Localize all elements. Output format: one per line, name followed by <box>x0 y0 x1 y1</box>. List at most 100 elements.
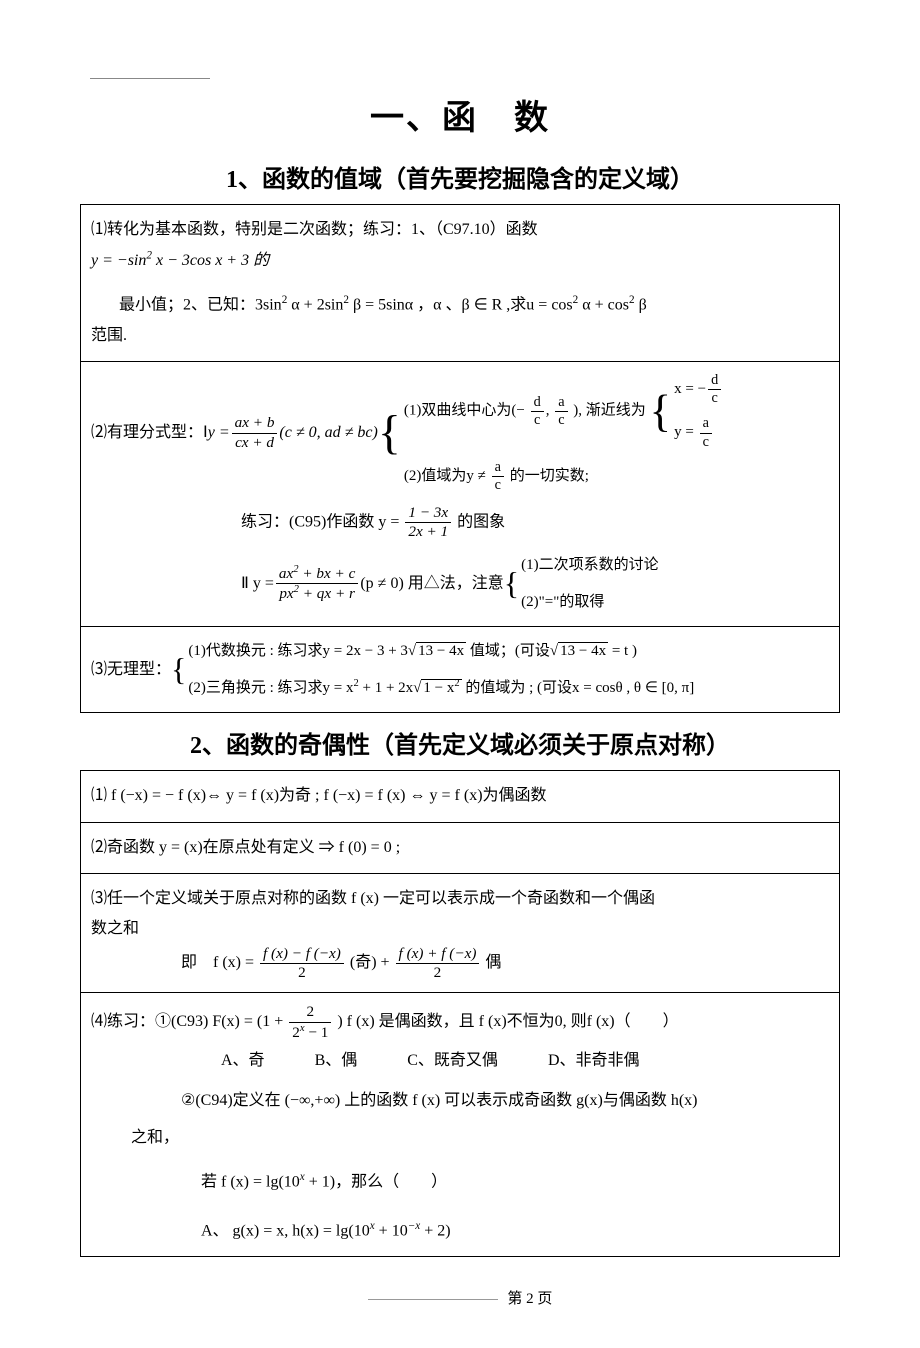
sqrt: 1 − x <box>423 680 454 696</box>
s1-row1: ⑴转化为基本函数，特别是二次函数；练习：1、（C97.10）函数 y = −si… <box>81 205 840 362</box>
d: 2x + 1 <box>405 523 451 541</box>
n: d <box>708 372 721 390</box>
txt: ⑶任一个定义域关于原点对称的函数 f (x) 一定可以表示成一个奇函数和一个偶函 <box>91 890 655 907</box>
n: 1 − 3x <box>405 504 451 523</box>
s1r2-II: Ⅱ y = ax2 + bx + c px2 + qx + r (p ≠ 0) … <box>241 551 829 616</box>
txt: + 1 + 2x <box>363 680 414 696</box>
n: f (x) + f (−x) <box>396 945 480 964</box>
num: ax + b <box>232 414 278 433</box>
s1-row2: ⑵有理分式型：Ⅰ y = ax + b cx + d (c ≠ 0, ad ≠ … <box>81 362 840 627</box>
txt: Ⅱ y = <box>241 569 274 599</box>
txt: + 1)，那么（ ） <box>309 1173 447 1190</box>
txt: β <box>639 296 647 313</box>
frac: ax + b cx + d <box>232 414 278 451</box>
txt: α + 2sin <box>291 296 343 313</box>
d: px <box>279 585 293 602</box>
d: 2 <box>396 964 480 982</box>
txt: x = − <box>674 381 706 397</box>
txt: A、 g(x) = x, h(x) = lg(10 <box>201 1222 370 1239</box>
d: 2 <box>292 1024 300 1041</box>
n: f (x) − f (−x) <box>260 945 344 964</box>
section-2-title: 2、函数的奇偶性（首先定义域必须关于原点对称） <box>80 725 840 760</box>
d: c <box>708 390 721 407</box>
s2-row1: ⑴ f (−x) = − f (x)⇔ y = f (x)为奇 ; f (−x)… <box>81 771 840 822</box>
section-1-table: ⑴转化为基本函数，特别是二次函数；练习：1、（C97.10）函数 y = −si… <box>80 204 840 713</box>
txt: (2)"="的取得 <box>521 588 659 617</box>
n: a <box>700 415 712 433</box>
s1-row3: ⑶无理型： { (1)代数换元 : 练习求y = 2x − 3 + 3√13 −… <box>81 627 840 713</box>
txt: 最小值；2、已知：3sin <box>119 296 282 313</box>
n: 2 <box>289 1003 331 1022</box>
n: + bx + c <box>299 565 356 582</box>
sqrt: 13 − 4x <box>558 642 608 659</box>
txt: (2)三角换元 : 练习求y = x <box>188 680 353 696</box>
txt: (1)双曲线中心为(− <box>404 403 525 419</box>
den: cx + d <box>232 434 278 452</box>
d: c <box>555 412 567 429</box>
n: a <box>492 459 504 477</box>
txt: 即 f (x) = <box>181 954 258 971</box>
txt: ), 渐近线为 <box>573 403 646 419</box>
txt: y = <box>674 424 697 440</box>
txt: + 2) <box>424 1222 450 1239</box>
n: d <box>531 394 544 412</box>
sqrt: 13 − 4x <box>416 642 466 659</box>
n: ax <box>279 565 293 582</box>
txt: 的图象 <box>457 513 505 530</box>
txt: (奇) + <box>350 954 394 971</box>
main-title: 一、函 数 <box>80 90 840 139</box>
s1r1-l4: 范围. <box>91 327 127 344</box>
choice-c: C、既奇又偶 <box>407 1046 498 1076</box>
section-1-title: 1、函数的值域（首先要挖掘隐含的定义域） <box>80 159 840 194</box>
txt: ⑷练习：①(C93) F(x) = (1 + <box>91 1013 287 1030</box>
txt: (p ≠ 0) 用△法，注意 <box>360 569 503 599</box>
txt: α + cos <box>582 296 629 313</box>
n: a <box>555 394 567 412</box>
txt: 练习：(C95)作函数 y = <box>241 513 403 530</box>
s1r1-l1: ⑴转化为基本函数，特别是二次函数；练习：1、（C97.10）函数 <box>91 221 538 238</box>
s2-row3: ⑶任一个定义域关于原点对称的函数 f (x) 一定可以表示成一个奇函数和一个偶函… <box>81 874 840 993</box>
s1r1-l3: 最小值；2、已知：3sin2 α + 2sin2 β = 5sinα ，α 、β… <box>119 290 829 321</box>
txt: (2)值域为y ≠ <box>404 468 490 484</box>
txt: ②(C94)定义在 (−∞,+∞) 上的函数 f (x) 可以表示成奇函数 g(… <box>181 1092 698 1109</box>
txt: (c ≠ 0, ad ≠ bc) <box>279 418 377 448</box>
d: 2 <box>260 964 344 982</box>
txt: ⑶无理型： <box>91 655 171 685</box>
choice-d: D、非奇非偶 <box>548 1046 640 1076</box>
d: − 1 <box>305 1024 329 1041</box>
footer-rule <box>368 1299 498 1300</box>
txt: 若 f (x) = lg(10 <box>201 1173 300 1190</box>
d: + qx + r <box>299 585 355 602</box>
txt: β = 5sinα ，α 、β ∈ R ,求u = cos <box>353 296 573 313</box>
page-footer: 第 2 页 <box>80 1287 840 1308</box>
txt: 的一切实数; <box>510 468 589 484</box>
txt: 之和， <box>131 1129 179 1146</box>
header-rule <box>90 78 210 79</box>
d: c <box>492 477 504 494</box>
txt: 值域；(可设 <box>470 643 550 659</box>
txt: ) f (x) 是偶函数，且 f (x)不恒为0, 则f (x)（ ） <box>337 1013 678 1030</box>
d: c <box>531 412 544 429</box>
txt: (1)代数换元 : 练习求y = 2x − 3 + 3 <box>188 643 408 659</box>
d: c <box>700 434 712 451</box>
s2-row2: ⑵奇函数 y = (x)在原点处有定义 ⇒ f (0) = 0 ; <box>81 822 840 873</box>
txt: y = <box>208 418 230 448</box>
s2-row4: ⑷练习：①(C93) F(x) = (1 + 2 2x − 1 ) f (x) … <box>81 993 840 1257</box>
section-2-table: ⑴ f (−x) = − f (x)⇔ y = f (x)为奇 ; f (−x)… <box>80 770 840 1257</box>
txt: ⑵有理分式型：Ⅰ <box>91 418 208 448</box>
s1r1-l2: y = −sin2 x − 3cos x + 3 的 <box>91 252 269 269</box>
choice-b: B、偶 <box>315 1046 358 1076</box>
s2r3-eq: 即 f (x) = f (x) − f (−x)2 (奇) + f (x) + … <box>181 954 501 971</box>
txt: 数之和 <box>91 920 139 937</box>
txt: + 10 <box>379 1222 408 1239</box>
txt: = t ) <box>612 643 637 659</box>
choice-a: A、奇 <box>221 1046 265 1076</box>
page-number: 第 2 页 <box>507 1291 552 1307</box>
txt: 偶 <box>485 954 501 971</box>
txt: x − 3cos x + 3 的 <box>152 252 269 269</box>
choice-row: A、奇 B、偶 C、既奇又偶 D、非奇非偶 <box>221 1046 829 1076</box>
brace-group: { (1)双曲线中心为(− dc, ac ), 渐近线为 { x = −dc y… <box>378 372 723 494</box>
txt: (1)二次项系数的讨论 <box>521 551 659 580</box>
s1r2-ex: 练习：(C95)作函数 y = 1 − 3x2x + 1 的图象 <box>241 504 829 541</box>
txt: y = −sin <box>91 252 146 269</box>
